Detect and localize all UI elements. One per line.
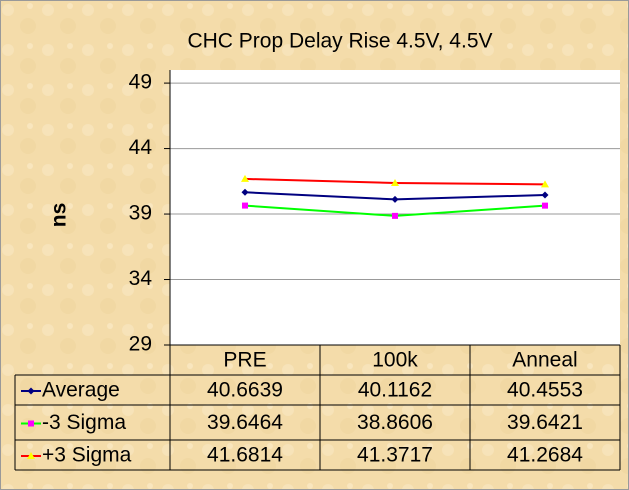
table-value: 39.6421 bbox=[507, 411, 583, 434]
chart-title: CHC Prop Delay Rise 4.5V, 4.5V bbox=[187, 30, 492, 53]
marker bbox=[241, 174, 249, 182]
marker bbox=[241, 188, 249, 196]
legend-label: Average bbox=[42, 379, 120, 402]
y-tick-label: 44 bbox=[129, 136, 153, 159]
marker bbox=[391, 195, 399, 203]
table-value: 40.4553 bbox=[507, 379, 583, 402]
marker bbox=[392, 212, 398, 219]
table-value: 40.6639 bbox=[207, 379, 283, 402]
x-tick-label: 100k bbox=[372, 349, 418, 372]
y-tick-label: 39 bbox=[129, 202, 152, 225]
table-value: 39.6464 bbox=[207, 411, 283, 434]
marker bbox=[27, 387, 35, 395]
plot-area bbox=[170, 70, 620, 345]
table-value: 40.1162 bbox=[358, 379, 432, 402]
marker bbox=[27, 452, 35, 459]
x-tick-label: Anneal bbox=[512, 349, 577, 372]
marker bbox=[391, 178, 399, 186]
table-value: 41.3717 bbox=[357, 444, 433, 467]
table-value: 41.2684 bbox=[507, 444, 583, 467]
table-value: 38.8606 bbox=[357, 411, 433, 434]
table-value: 41.6814 bbox=[207, 444, 283, 467]
legend-label: -3 Sigma bbox=[42, 411, 126, 434]
marker bbox=[242, 202, 248, 209]
y-axis-label: ns bbox=[48, 203, 71, 228]
marker bbox=[541, 180, 549, 188]
y-tick-label: 49 bbox=[129, 71, 152, 94]
marker bbox=[541, 191, 549, 199]
x-tick-label: PRE bbox=[223, 349, 266, 372]
y-tick-label: 34 bbox=[129, 267, 153, 290]
marker bbox=[542, 202, 548, 209]
marker bbox=[28, 420, 34, 427]
legend-label: +3 Sigma bbox=[42, 444, 132, 467]
y-tick-label: 29 bbox=[129, 333, 152, 356]
